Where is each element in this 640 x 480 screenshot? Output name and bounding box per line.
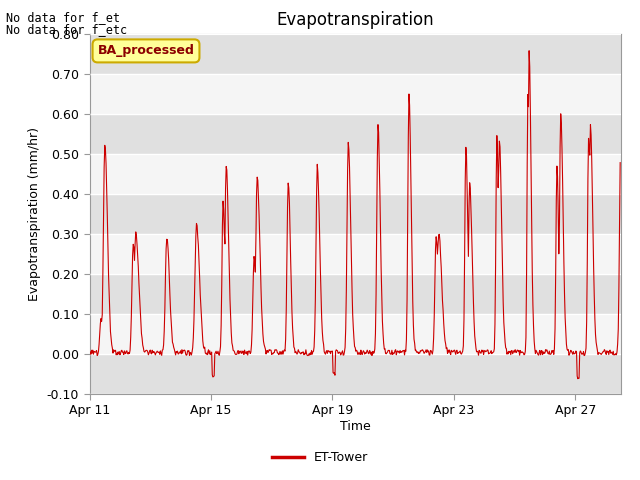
Y-axis label: Evapotranspiration (mm/hr): Evapotranspiration (mm/hr) xyxy=(28,127,41,300)
Text: BA_processed: BA_processed xyxy=(97,44,195,58)
Title: Evapotranspiration: Evapotranspiration xyxy=(276,11,434,29)
Bar xyxy=(90,193,621,234)
Text: No data for f_et: No data for f_et xyxy=(6,11,120,24)
Text: No data for f_etc: No data for f_etc xyxy=(6,23,127,36)
Bar xyxy=(90,274,621,313)
Bar xyxy=(90,34,621,73)
Bar xyxy=(90,354,621,394)
X-axis label: Time: Time xyxy=(340,420,371,433)
Legend: ET-Tower: ET-Tower xyxy=(268,446,372,469)
Bar xyxy=(90,114,621,154)
